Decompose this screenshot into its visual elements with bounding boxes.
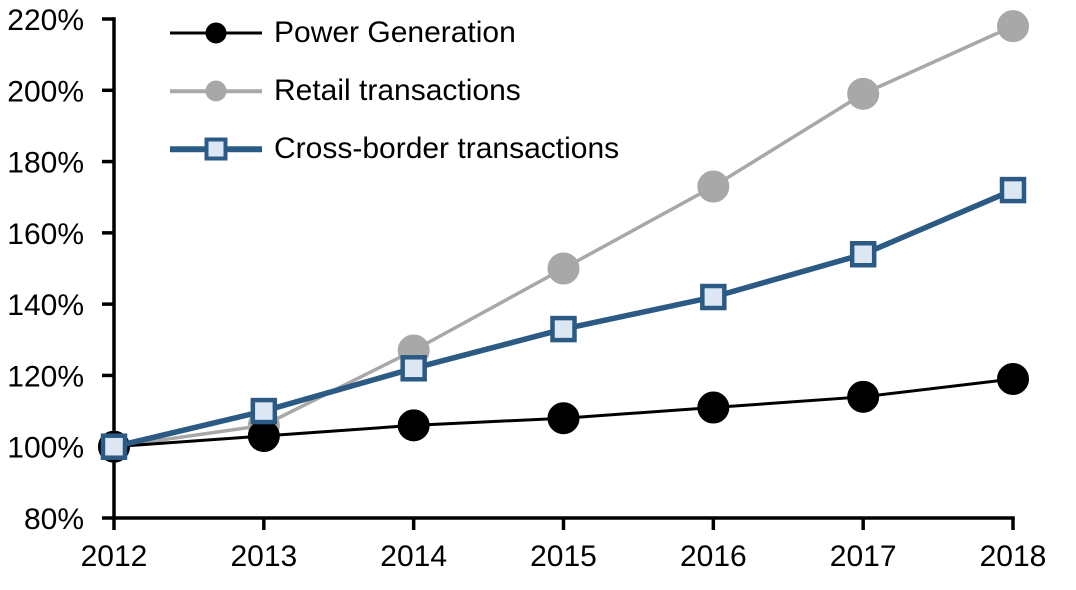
legend-item-cross-border-transactions: Cross-border transactions (170, 120, 619, 178)
marker-cross-border-transactions-2014 (400, 355, 427, 382)
marker-cross-border-transactions-2012 (100, 433, 128, 460)
y-tick-label-120: 120% (7, 360, 84, 393)
x-tick-label-2015: 2015 (530, 540, 597, 573)
marker-retail-transactions-2015 (547, 252, 580, 285)
marker-power-generation-2016 (697, 391, 730, 424)
y-tick-label-180: 180% (7, 147, 84, 180)
marker-power-generation-2018 (997, 362, 1029, 395)
y-tick-label-220: 220% (7, 4, 84, 37)
legend-label-retail-transactions: Retail transactions (274, 74, 521, 107)
y-tick-label-80: 80% (24, 503, 84, 536)
legend-square-marker-cross-border-transactions (204, 137, 228, 161)
marker-power-generation-2015 (547, 402, 580, 435)
x-tick-label-2013: 2013 (230, 540, 297, 573)
x-tick-label-2016: 2016 (680, 540, 747, 573)
legend-circle-marker-retail-transactions (205, 80, 227, 102)
y-tick-label-160: 160% (7, 218, 84, 251)
marker-power-generation-2013 (247, 420, 280, 453)
legend: Power Generation Retail transactions Cro… (170, 4, 619, 178)
marker-retail-transactions-2018 (997, 10, 1029, 43)
legend-circle-marker-power-generation (205, 22, 227, 44)
legend-item-power-generation: Power Generation (170, 4, 619, 62)
marker-cross-border-transactions-2018 (999, 176, 1027, 204)
marker-cross-border-transactions-2017 (849, 240, 877, 268)
y-tick-label-200: 200% (7, 75, 84, 108)
x-tick-label-2012: 2012 (81, 540, 148, 573)
marker-power-generation-2014 (397, 409, 430, 442)
marker-retail-transactions-2016 (697, 170, 730, 203)
x-tick-label-2014: 2014 (380, 540, 447, 573)
marker-cross-border-transactions-2013 (250, 397, 278, 425)
y-tick-label-140: 140% (7, 289, 84, 322)
legend-line-sample-power-generation (170, 16, 262, 50)
x-tick-label-2018: 2018 (980, 540, 1047, 573)
legend-label-cross-border-transactions: Cross-border transactions (274, 132, 620, 165)
marker-retail-transactions-2017 (847, 77, 880, 110)
legend-label-power-generation: Power Generation (274, 16, 516, 49)
y-tick-label-100: 100% (7, 432, 84, 465)
legend-line-sample-cross-border-transactions (170, 132, 262, 166)
legend-item-retail-transactions: Retail transactions (170, 62, 619, 120)
x-tick-label-2017: 2017 (830, 540, 897, 573)
marker-cross-border-transactions-2016 (700, 283, 727, 311)
marker-power-generation-2017 (847, 380, 880, 413)
marker-cross-border-transactions-2015 (550, 315, 577, 343)
legend-line-sample-retail-transactions (170, 74, 262, 108)
